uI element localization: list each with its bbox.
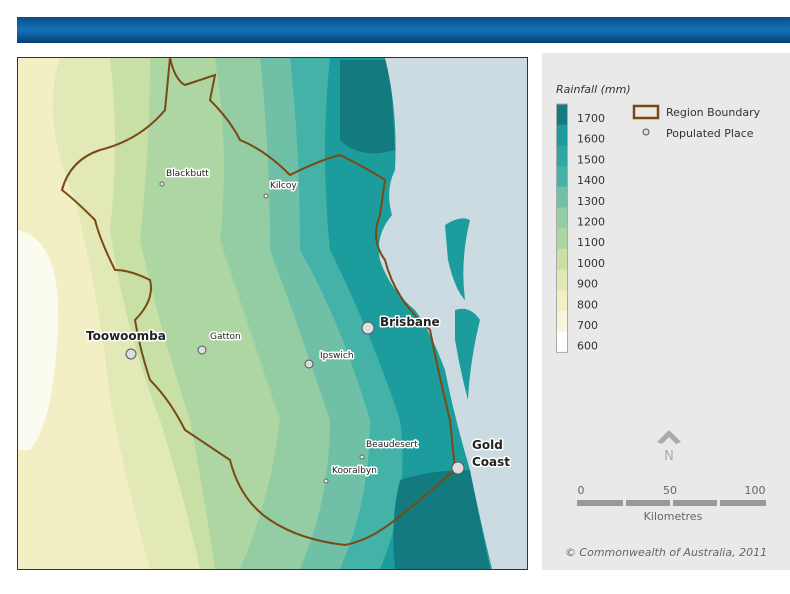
ramp-swatch [556, 186, 568, 208]
place-label: Gold [472, 438, 503, 452]
ramp-label: 700 [577, 319, 598, 332]
scale-unit: Kilometres [644, 510, 703, 523]
ramp-label: 1200 [577, 216, 605, 229]
place-marker [159, 181, 165, 187]
place-label: Ipswich [320, 351, 354, 361]
scale-label: 0 [578, 484, 585, 497]
ramp-label: 1600 [577, 133, 605, 146]
place-marker [323, 478, 329, 484]
ramp-swatch [556, 104, 568, 126]
scale-bar [673, 500, 717, 506]
ramp-label: 1400 [577, 174, 605, 187]
place-marker [125, 348, 137, 360]
ramp-swatch [556, 207, 568, 229]
legend-entry: Region Boundary [666, 106, 761, 119]
north-arrow [657, 430, 681, 444]
legend-entry: Populated Place [666, 127, 754, 140]
places: Blackbutt Kilcoy Toowoomba Gatton Brisba… [85, 168, 512, 484]
color-ramp: 1700 1600 1500 1400 1300 1200 1100 1000 900 800 70… [556, 103, 605, 353]
place-label: Brisbane [380, 315, 440, 329]
ramp-label: 1500 [577, 153, 605, 166]
north-label: N [664, 449, 674, 464]
place-marker [451, 461, 465, 475]
place-label: Kilcoy [270, 181, 297, 191]
ramp-label: 800 [577, 298, 598, 311]
map-frame [17, 57, 528, 570]
ramp-swatch [556, 331, 568, 353]
header-bar [17, 17, 790, 43]
ramp-swatch [556, 166, 568, 188]
place-label: Kooralbyn [332, 466, 377, 476]
ramp-label: 1300 [577, 195, 605, 208]
ramp-swatch [556, 269, 568, 291]
place-marker [359, 454, 365, 460]
place-marker [197, 345, 207, 355]
map [18, 58, 527, 569]
legend-panel [542, 53, 790, 570]
boundary-swatch [632, 104, 660, 120]
place-label: Blackbutt [166, 169, 209, 179]
place-marker [304, 359, 314, 369]
legend-title: Rainfall (mm) [556, 83, 631, 96]
scale-bar [577, 500, 623, 506]
ramp-swatch [556, 228, 568, 250]
place-label: Toowoomba [86, 329, 166, 343]
place-marker [263, 193, 269, 199]
ramp-label: 1000 [577, 257, 605, 270]
place-label: Coast [472, 455, 510, 469]
place-marker [361, 321, 375, 335]
scale-bar [626, 500, 670, 506]
ramp-swatch [556, 290, 568, 312]
ramp-swatch [556, 311, 568, 333]
ramp-label: 1100 [577, 236, 605, 249]
place-swatch [642, 128, 650, 136]
scale-bar [720, 500, 766, 506]
ramp-label: 600 [577, 340, 598, 353]
place-label: Gatton [210, 332, 241, 342]
ramp-frame [556, 103, 568, 353]
ramp-swatch [556, 145, 568, 167]
place-label: Beaudesert [366, 440, 418, 450]
ramp-swatch [556, 248, 568, 271]
ramp-label: 1700 [577, 112, 605, 125]
copyright: © Commonwealth of Australia, 2011 [565, 546, 767, 559]
ramp-swatch [556, 124, 568, 146]
scale-label: 50 [663, 484, 677, 497]
region-boundary [60, 58, 457, 547]
scale-label: 100 [745, 484, 766, 497]
ramp-label: 900 [577, 278, 598, 291]
